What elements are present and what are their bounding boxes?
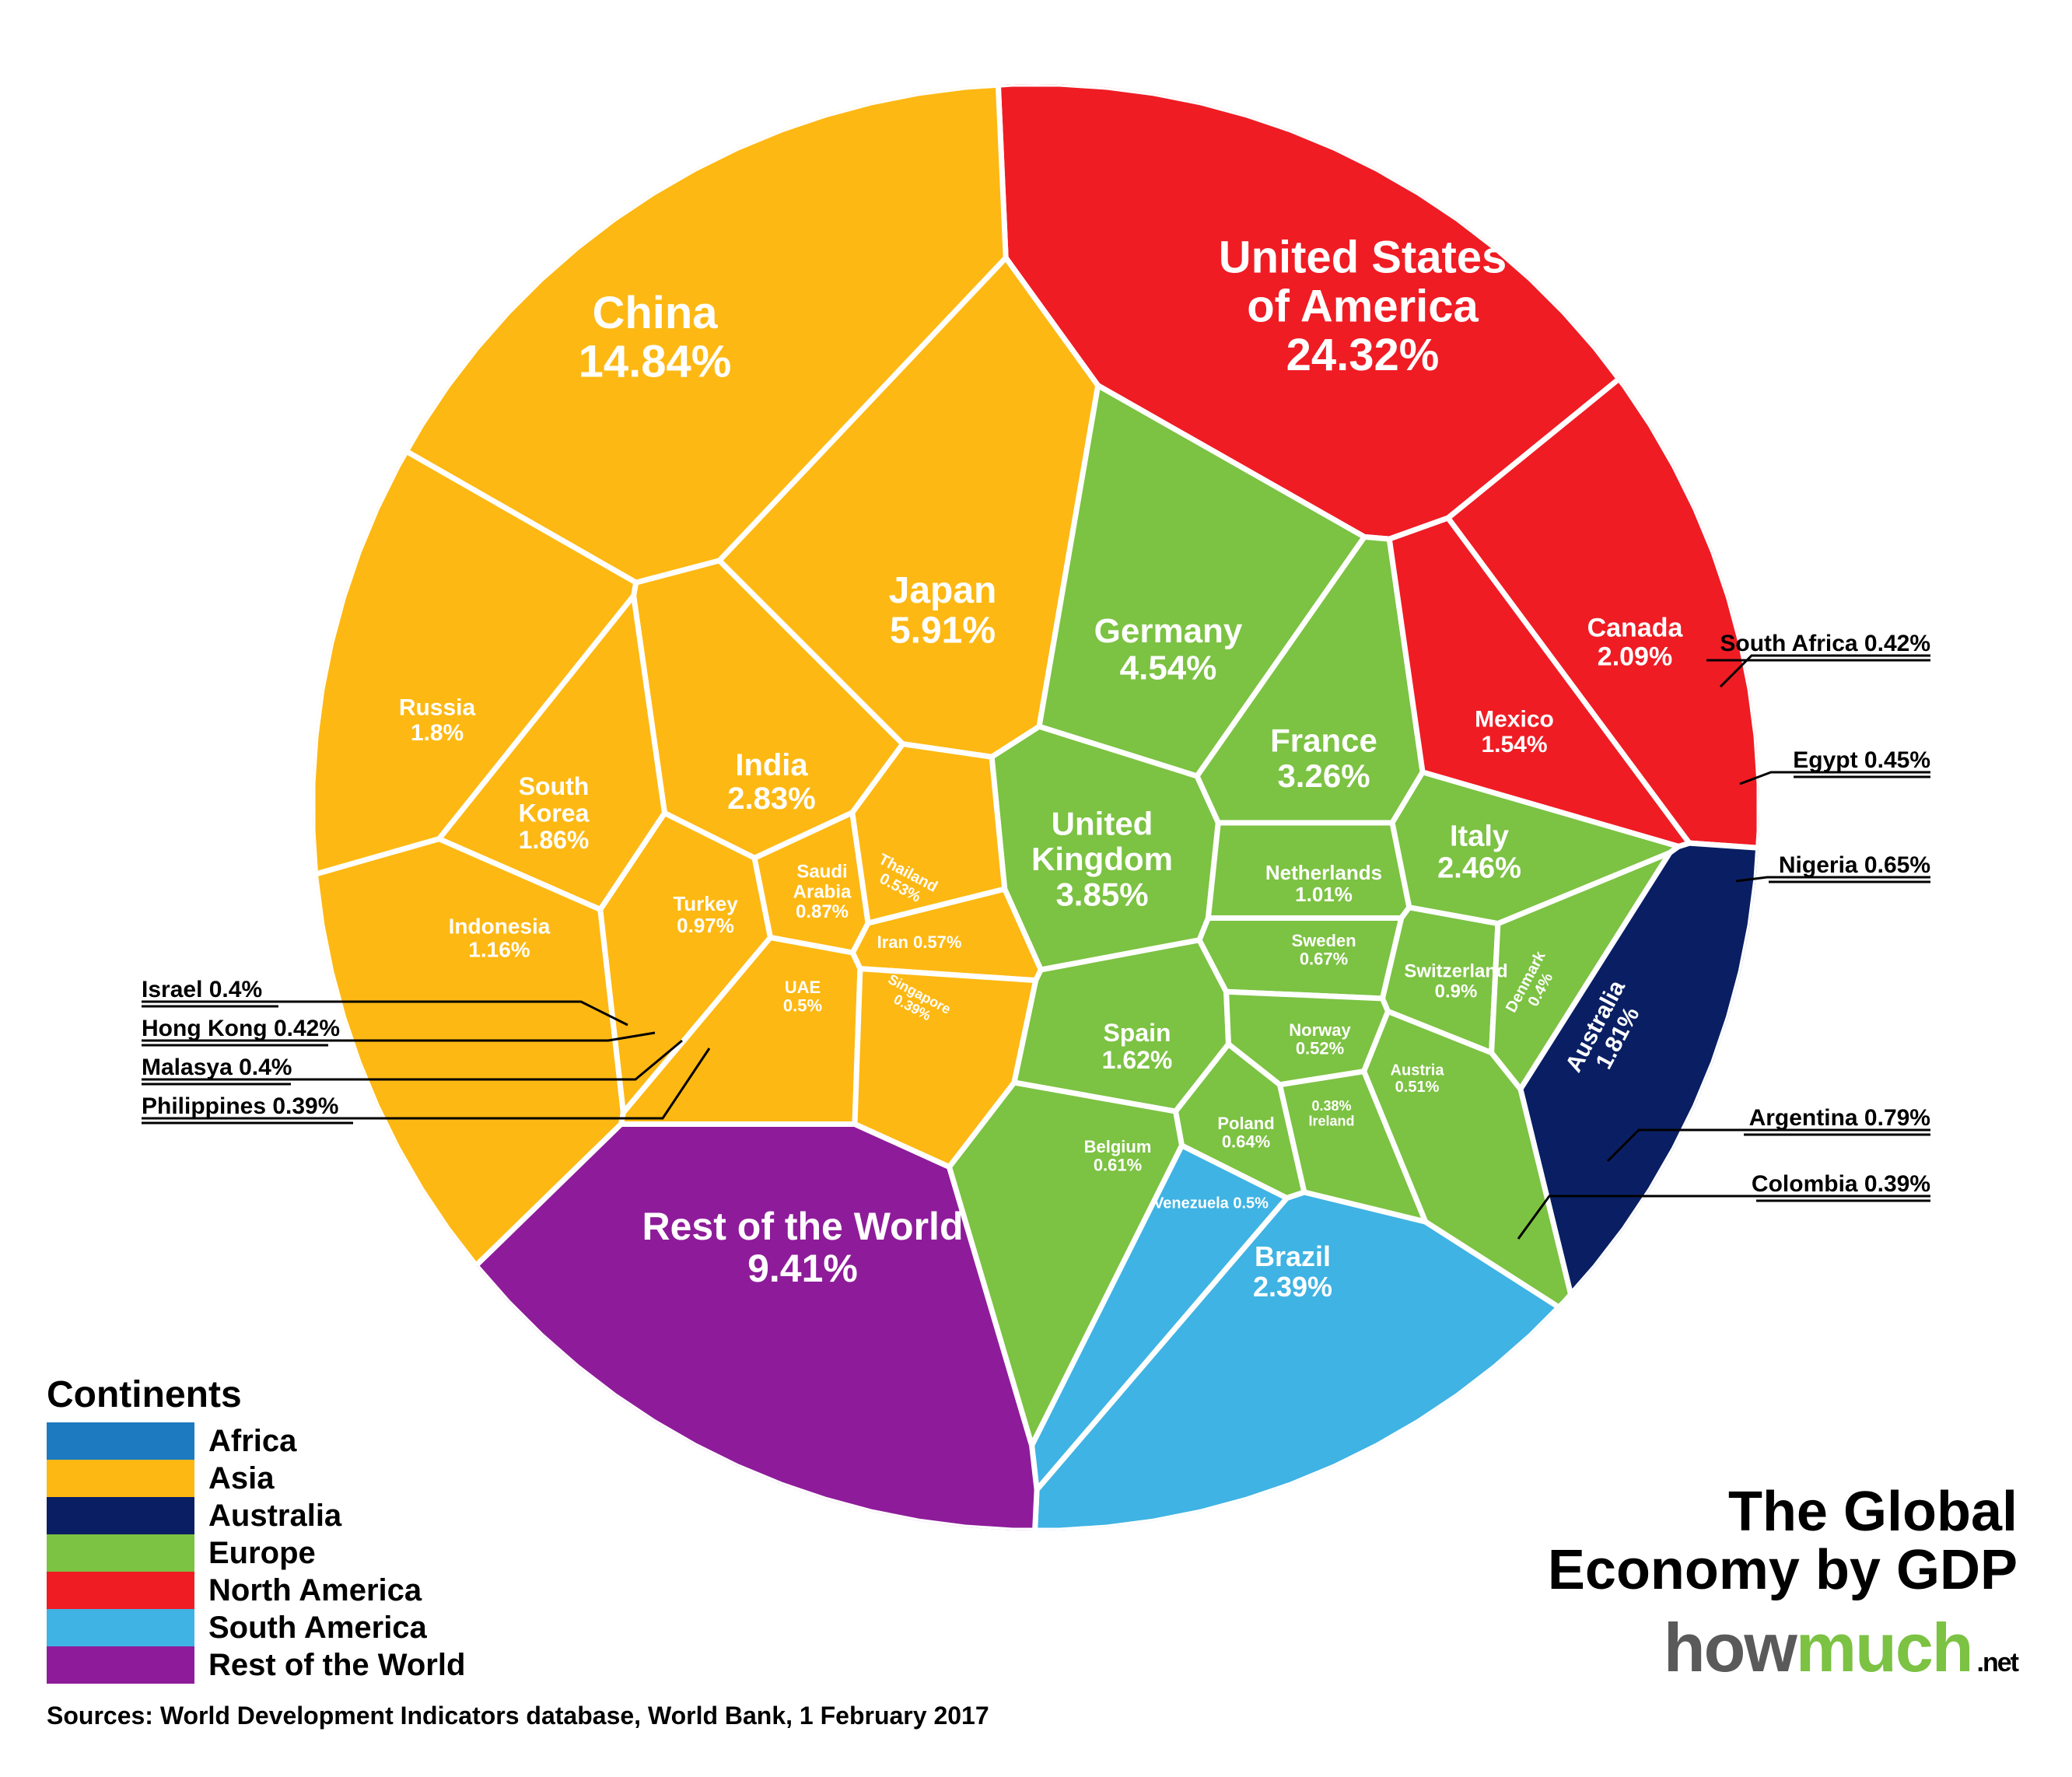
- callout-text: Israel 0.4%: [142, 976, 262, 1002]
- legend-label: Asia: [208, 1461, 275, 1496]
- title-block: The GlobalEconomy by GDP howmuch.net: [1548, 1483, 2018, 1688]
- legend-row: Australia: [47, 1497, 465, 1534]
- legend-row: Rest of the World: [47, 1646, 465, 1684]
- callout-text: Malasya 0.4%: [142, 1054, 292, 1079]
- callout-text: Egypt 0.45%: [1793, 747, 1930, 772]
- legend-title: Continents: [47, 1373, 465, 1416]
- legend-label: Australia: [208, 1499, 341, 1534]
- legend-label: Europe: [208, 1536, 316, 1571]
- cell: [476, 1124, 1037, 1530]
- legend-row: Europe: [47, 1534, 465, 1572]
- legend-label: Africa: [208, 1424, 296, 1459]
- chart-title: The GlobalEconomy by GDP: [1548, 1483, 2018, 1600]
- callout-text: Philippines 0.39%: [142, 1093, 338, 1118]
- legend-label: South America: [208, 1611, 427, 1646]
- legend-swatch: [47, 1609, 194, 1646]
- legend-swatch: [47, 1572, 194, 1609]
- legend-swatch: [47, 1646, 194, 1684]
- legend-row: North America: [47, 1572, 465, 1609]
- legend-row: Africa: [47, 1422, 465, 1460]
- brand-logo: howmuch.net: [1548, 1608, 2018, 1688]
- callout-text: South Africa 0.42%: [1720, 630, 1930, 656]
- callout-text: Argentina 0.79%: [1749, 1104, 1930, 1130]
- legend-row: Asia: [47, 1460, 465, 1497]
- legend-row: South America: [47, 1609, 465, 1646]
- legend-label: Rest of the World: [208, 1648, 465, 1683]
- brand-how: how: [1664, 1609, 1796, 1686]
- legend-swatch: [47, 1534, 194, 1572]
- sources-text: Sources: World Development Indicators da…: [47, 1702, 989, 1730]
- cell: [1199, 918, 1402, 998]
- legend-label: North America: [208, 1573, 422, 1608]
- cell: [1208, 823, 1409, 918]
- brand-much: much: [1796, 1609, 1972, 1686]
- legend-swatch: [47, 1422, 194, 1460]
- brand-net: .net: [1977, 1648, 2018, 1677]
- legend-swatch: [47, 1497, 194, 1534]
- callout-text: Hong Kong 0.42%: [142, 1015, 340, 1041]
- legend: Continents AfricaAsiaAustraliaEuropeNort…: [47, 1373, 465, 1684]
- callout-text: Colombia 0.39%: [1752, 1170, 1930, 1196]
- callout-text: Nigeria 0.65%: [1779, 852, 1930, 877]
- legend-swatch: [47, 1460, 194, 1497]
